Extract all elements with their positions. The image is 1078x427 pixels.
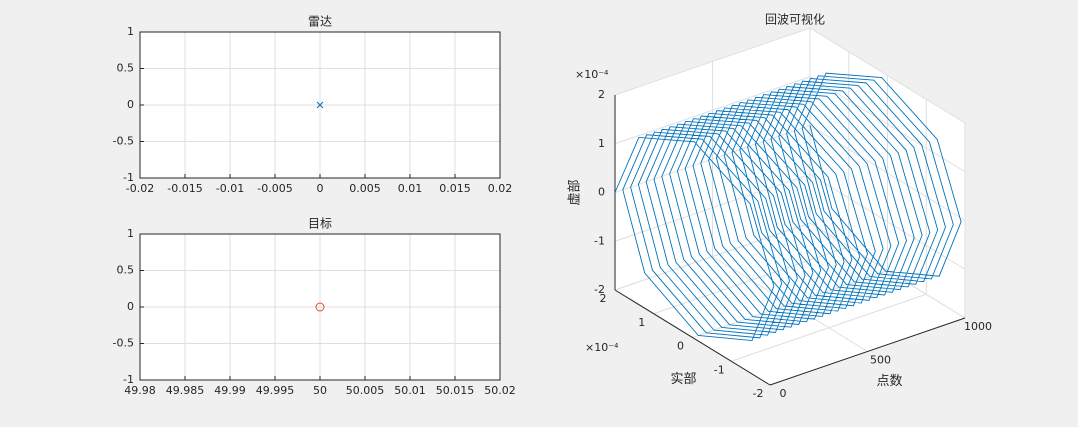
x-tick-label: 49.98: [124, 384, 156, 397]
z-tick-label: -2: [594, 283, 605, 296]
x-tick-label: -0.015: [167, 182, 202, 195]
x-tick-label: 0: [317, 182, 324, 195]
x-tick-label: 50.01: [394, 384, 426, 397]
y-tick-label: 0: [127, 300, 134, 313]
y-tick-label: 0: [677, 340, 684, 353]
grid-line: [731, 293, 927, 362]
y-tick-label: 1: [638, 316, 645, 329]
chart-title: 目标: [308, 217, 332, 231]
x-tick-label: 500: [870, 354, 891, 367]
y-tick-label: 1: [127, 227, 134, 240]
y-tick-label: 2: [600, 292, 607, 305]
x-tick-label: 49.995: [256, 384, 295, 397]
z-tick-label: 1: [598, 137, 605, 150]
grid-line: [809, 76, 966, 173]
z-tick-label: 0: [598, 186, 605, 199]
x-tick-label: 50: [313, 384, 327, 397]
x-tick-label: 0.01: [398, 182, 423, 195]
x-tick-label: 0: [780, 387, 787, 400]
y-exponent: ×10⁻⁴: [585, 341, 619, 354]
y-tick-label: 0: [127, 98, 134, 111]
y-tick-label: 0.5: [117, 264, 135, 277]
chart-title: 雷达: [308, 15, 332, 29]
grid-line: [614, 125, 811, 193]
grid-line: [809, 27, 966, 124]
x-tick-label: 0.005: [349, 182, 381, 195]
x-tick-label: 0.02: [488, 182, 513, 195]
x-axis-label: 点数: [876, 374, 902, 389]
x-tick-label: 50.02: [484, 384, 516, 397]
y-tick-label: 0.5: [117, 62, 135, 75]
axis-line: [614, 289, 771, 386]
y-tick-label: -1: [123, 171, 134, 184]
x-tick-label: 1000: [964, 320, 992, 333]
marker: [316, 101, 324, 109]
y-axis-label: 实部: [670, 372, 696, 387]
y-tick-label: -0.5: [113, 337, 134, 350]
grid-line: [653, 246, 849, 315]
grid-line: [614, 76, 811, 145]
grid-line: [809, 173, 966, 270]
marker: [315, 302, 325, 312]
x-tick-label: -0.02: [126, 182, 154, 195]
z-tick-label: 2: [598, 88, 605, 101]
z-axis-label: 虚部: [568, 179, 583, 205]
x-tick-label: 49.99: [214, 384, 246, 397]
chart-title: 回波可视化: [765, 12, 825, 27]
axes-box: [139, 233, 501, 381]
x-tick-label: 50.015: [436, 384, 475, 397]
y-tick-label: 1: [127, 25, 134, 38]
y-tick-label: -1: [123, 373, 134, 386]
grid-line: [614, 222, 811, 291]
y-tick-label: -1: [714, 363, 725, 376]
x-tick-label: 0.015: [439, 182, 471, 195]
z-tick-label: -1: [594, 234, 605, 247]
y-tick-label: -2: [753, 387, 764, 400]
grid-line: [614, 27, 811, 96]
x-tick-label: -0.01: [216, 182, 244, 195]
axis-line: [769, 317, 966, 386]
z-exponent: ×10⁻⁴: [575, 68, 609, 81]
echo-line: [614, 72, 962, 342]
x-tick-label: 50.005: [346, 384, 385, 397]
y-tick-label: -0.5: [113, 135, 134, 148]
axes-box: [139, 31, 501, 179]
x-tick-label: 49.985: [166, 384, 205, 397]
x-tick-label: -0.005: [257, 182, 292, 195]
